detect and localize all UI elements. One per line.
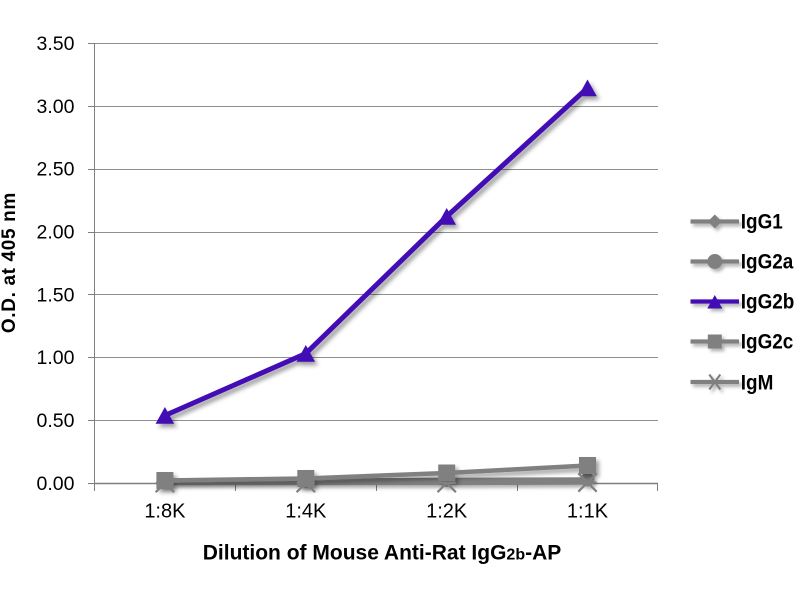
svg-text:IgG1: IgG1 bbox=[741, 211, 783, 234]
svg-text:2.50: 2.50 bbox=[37, 159, 75, 181]
svg-text:1:2K: 1:2K bbox=[426, 501, 468, 523]
svg-text:1.00: 1.00 bbox=[37, 347, 75, 369]
svg-text:1.50: 1.50 bbox=[37, 284, 75, 306]
svg-text:1:1K: 1:1K bbox=[567, 501, 609, 523]
svg-text:0.00: 0.00 bbox=[37, 473, 75, 495]
svg-text:IgG2a: IgG2a bbox=[741, 251, 794, 274]
svg-text:IgM: IgM bbox=[741, 372, 774, 395]
svg-text:1:4K: 1:4K bbox=[285, 501, 327, 523]
svg-text:1:8K: 1:8K bbox=[144, 501, 186, 523]
svg-text:IgG2b: IgG2b bbox=[741, 291, 795, 314]
svg-text:IgG2c: IgG2c bbox=[741, 331, 794, 354]
svg-text:O.D. at 405 nm: O.D. at 405 nm bbox=[0, 192, 20, 333]
svg-text:Dilution of Mouse Anti-Rat IgG: Dilution of Mouse Anti-Rat IgG2b-AP bbox=[203, 541, 562, 564]
svg-text:2.00: 2.00 bbox=[37, 222, 75, 244]
svg-text:3.00: 3.00 bbox=[37, 96, 75, 118]
svg-text:0.50: 0.50 bbox=[37, 410, 75, 432]
svg-text:3.50: 3.50 bbox=[37, 33, 75, 55]
